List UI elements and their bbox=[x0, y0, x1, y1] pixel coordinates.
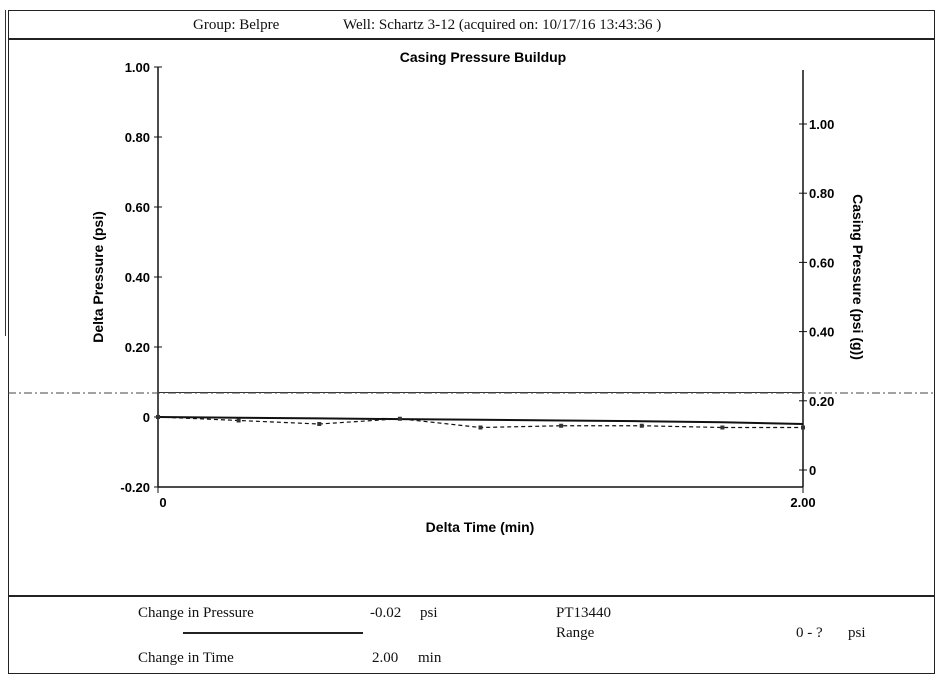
sensor-id: PT13440 bbox=[556, 605, 612, 621]
chart-title: Casing Pressure Buildup bbox=[400, 49, 566, 65]
solid-series-line bbox=[157, 416, 804, 425]
change-in-pressure-unit: psi bbox=[420, 605, 438, 621]
series-marker bbox=[236, 418, 241, 423]
x-tick-label: 2.00 bbox=[790, 495, 815, 510]
right-y-tick-label: 0.40 bbox=[809, 325, 834, 340]
right-y-tick-label: 0.80 bbox=[809, 186, 834, 201]
series-marker bbox=[801, 425, 805, 430]
change-in-time-label: Change in Time bbox=[138, 650, 234, 666]
pressure-buildup-chart: Casing Pressure Buildup 1.00 0.80 0.60 0.40 0… bbox=[8, 49, 935, 535]
left-y-tick-label: -0.20 bbox=[120, 480, 150, 495]
range-label: Range bbox=[556, 625, 595, 641]
group-label: Group: Belpre bbox=[193, 17, 280, 33]
change-in-pressure-value: -0.02 bbox=[370, 605, 402, 621]
series-marker bbox=[478, 425, 483, 430]
change-in-time-value: 2.00 bbox=[372, 650, 399, 666]
x-axis-label: Delta Time (min) bbox=[426, 519, 535, 535]
left-edge-strip bbox=[0, 10, 6, 336]
range-unit: psi bbox=[848, 625, 866, 641]
left-y-tick-label: 0.60 bbox=[125, 200, 150, 215]
series-marker bbox=[397, 416, 402, 421]
series-marker bbox=[317, 422, 322, 426]
right-y-tick-label: 0 bbox=[809, 463, 816, 478]
well-label: Well: Schartz 3-12 (acquired on: 10/17/1… bbox=[343, 17, 662, 33]
left-y-tick-label: 0 bbox=[143, 410, 150, 425]
plot-region: Casing Pressure Buildup 1.00 0.80 0.60 0.40 0… bbox=[8, 40, 935, 597]
left-y-axis-label: Delta Pressure (psi) bbox=[90, 211, 106, 343]
right-y-tick-label: 0.20 bbox=[809, 394, 834, 409]
right-y-axis-label: Casing Pressure (psi (g)) bbox=[850, 194, 866, 360]
footer-underline bbox=[183, 632, 363, 634]
left-y-tick-label: 0.20 bbox=[125, 340, 150, 355]
right-y-tick-label: 0.60 bbox=[809, 255, 834, 270]
report-header: Group: Belpre Well: Schartz 3-12 (acquir… bbox=[8, 10, 935, 40]
left-y-tick-label: 0.40 bbox=[125, 270, 150, 285]
report-frame bbox=[8, 10, 935, 674]
x-tick-label: 0 bbox=[159, 495, 166, 510]
left-y-tick-label: 1.00 bbox=[125, 60, 150, 75]
range-value: 0 - ? bbox=[796, 625, 823, 641]
series-marker bbox=[639, 423, 644, 428]
change-in-pressure-label: Change in Pressure bbox=[138, 605, 254, 621]
series-marker bbox=[720, 425, 725, 430]
right-y-tick-label: 1.00 bbox=[809, 117, 834, 132]
left-y-tick-label: 0.80 bbox=[125, 130, 150, 145]
series-marker bbox=[559, 423, 564, 428]
series-marker bbox=[156, 415, 160, 419]
change-in-time-unit: min bbox=[418, 650, 442, 666]
